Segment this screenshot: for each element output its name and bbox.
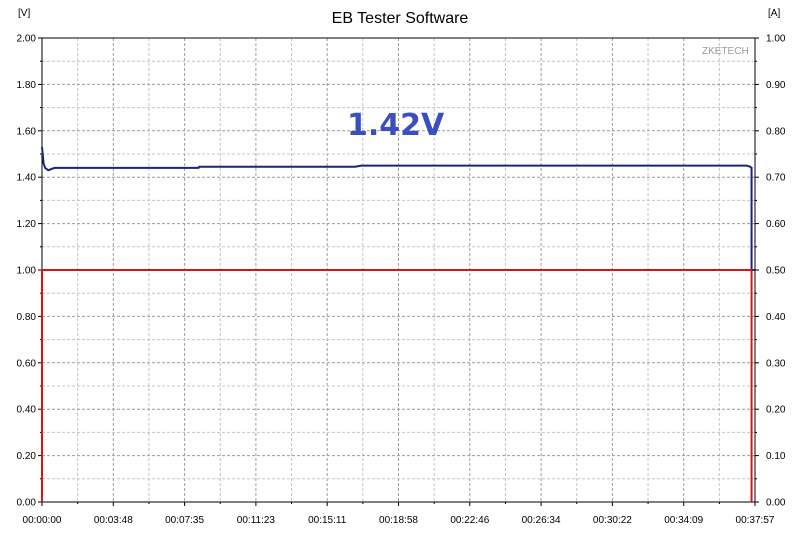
y-right-tick-label: 0.80 xyxy=(766,126,786,137)
y-axis-left-labels: 2.00 1.80 1.60 1.40 1.20 1.00 0.80 0.60 0.40 0.20… xyxy=(17,34,37,509)
x-tick-label: 00:07:35 xyxy=(165,515,204,526)
x-tick-label: 00:18:58 xyxy=(379,515,418,526)
x-axis-labels: 00:00:00 00:03:48 00:07:35 00:11:23 00:15:11… xyxy=(23,515,775,526)
x-tick-label: 00:22:46 xyxy=(450,515,489,526)
y-left-tick-label: 1.20 xyxy=(17,219,37,230)
x-tick-label: 00:26:34 xyxy=(522,515,561,526)
y-left-tick-label: 0.00 xyxy=(17,498,37,509)
voltage-annotation: 1.42V xyxy=(347,108,445,143)
y-left-tick-label: 1.00 xyxy=(17,266,37,277)
x-tick-label: 00:11:23 xyxy=(237,515,276,526)
y-left-tick-label: 1.60 xyxy=(17,126,37,137)
y-left-tick-label: 1.80 xyxy=(17,80,37,91)
x-tick-label: 00:00:00 xyxy=(23,515,62,526)
x-tick-label: 00:30:22 xyxy=(593,515,632,526)
watermark-logo: ZKETECH xyxy=(702,46,749,57)
left-axis-unit: [V] xyxy=(18,8,31,19)
y-right-tick-label: 0.50 xyxy=(766,266,786,277)
current-series-line xyxy=(41,269,753,502)
y-right-tick-label: 0.70 xyxy=(766,173,786,184)
x-tick-label: 00:34:09 xyxy=(664,515,703,526)
y-right-tick-label: 0.40 xyxy=(766,312,786,323)
y-left-tick-label: 0.80 xyxy=(17,312,37,323)
y-right-tick-label: 0.30 xyxy=(766,358,786,369)
y-left-tick-label: 0.20 xyxy=(17,451,37,462)
y-left-tick-label: 1.40 xyxy=(17,173,37,184)
y-right-tick-label: 0.20 xyxy=(766,405,786,416)
x-tick-label: 00:03:48 xyxy=(94,515,133,526)
y-right-tick-label: 0.00 xyxy=(766,498,786,509)
y-left-tick-label: 0.40 xyxy=(17,405,37,416)
y-right-tick-label: 1.00 xyxy=(766,34,786,45)
y-right-tick-label: 0.60 xyxy=(766,219,786,230)
chart-title: EB Tester Software xyxy=(331,10,469,27)
x-tick-label: 00:37:57 xyxy=(736,515,775,526)
x-tick-label: 00:15:11 xyxy=(308,515,347,526)
y-axis-right-labels: 1.00 0.90 0.80 0.70 0.60 0.50 0.40 0.30 0.20 0.10… xyxy=(766,34,786,509)
y-right-tick-label: 0.10 xyxy=(766,451,786,462)
y-right-tick-label: 0.90 xyxy=(766,80,786,91)
right-axis-unit: [A] xyxy=(768,8,781,19)
voltage-series-line xyxy=(41,146,755,271)
y-left-tick-label: 2.00 xyxy=(17,34,37,45)
y-left-tick-label: 0.60 xyxy=(17,358,37,369)
series-group xyxy=(41,146,755,502)
